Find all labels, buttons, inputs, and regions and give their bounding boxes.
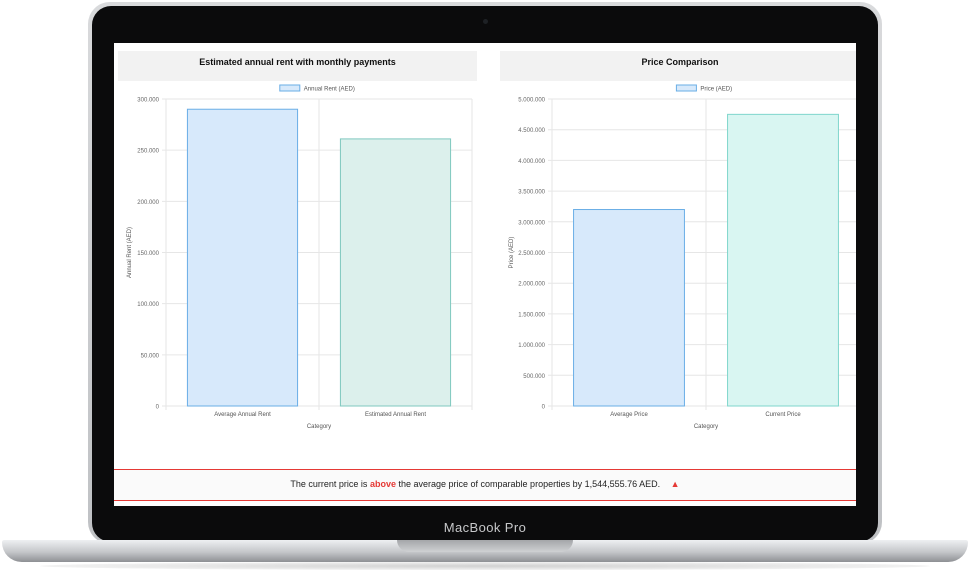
- y-tick-label: 0: [156, 405, 160, 411]
- rent-chart-title: Estimated annual rent with monthly payme…: [199, 57, 396, 67]
- y-tick-label: 3.500.000: [518, 190, 545, 196]
- x-tick-label: Average Annual Rent: [214, 412, 271, 418]
- bar: [339, 138, 452, 407]
- y-tick-label: 100.000: [137, 302, 159, 308]
- rent-chart: 0 50.000 100.000 150.000 200.000 250.000 300.0…: [127, 84, 473, 430]
- y-tick-label: 5.000.000: [518, 98, 545, 104]
- y-tick-label: 3.000.000: [518, 220, 545, 226]
- y-tick-label: 150.000: [137, 251, 159, 257]
- legend-swatch: [279, 84, 301, 92]
- rent-chart-card: Estimated annual rent with monthly payme…: [118, 51, 477, 441]
- y-tick-label: 1.500.000: [518, 312, 545, 318]
- y-tick-label: 300.000: [137, 98, 159, 104]
- camera-icon: [483, 19, 488, 24]
- laptop-notch: [397, 540, 573, 552]
- y-axis-title: Annual Rent (AED): [127, 227, 133, 278]
- y-tick-label: 250.000: [137, 149, 159, 155]
- legend-label: Price (AED): [700, 87, 732, 93]
- device-label: MacBook Pro: [443, 520, 527, 535]
- x-axis-title: Category: [694, 424, 718, 430]
- summary-prefix: The current price is: [290, 479, 368, 489]
- x-tick-label: Average Price: [610, 412, 648, 418]
- price-chart: 0 500.000 1.000.000 1.500.000 2.000.000 2.500…: [509, 84, 856, 430]
- price-summary-banner: The current price is above the average p…: [114, 469, 856, 501]
- summary-highlight: above: [369, 479, 396, 489]
- legend-label: Annual Rent (AED): [304, 87, 355, 93]
- y-tick-label: 50.000: [141, 353, 160, 359]
- price-summary-text: The current price is above the average p…: [114, 479, 856, 489]
- x-tick-label: Current Price: [765, 412, 801, 418]
- y-tick-label: 4.000.000: [518, 159, 545, 165]
- bar: [186, 108, 299, 407]
- y-tick-label: 4.500.000: [518, 128, 545, 134]
- laptop-shadow: [40, 562, 930, 570]
- y-tick-label: 0: [542, 405, 546, 411]
- laptop-screen: Estimated annual rent with monthly payme…: [114, 43, 856, 506]
- y-tick-label: 500.000: [523, 374, 545, 380]
- bar: [573, 209, 685, 407]
- price-chart-title: Price Comparison: [641, 57, 719, 67]
- x-tick-label: Estimated Annual Rent: [365, 412, 426, 418]
- price-chart-card: Price Comparison 0 500.000 1.000.000 1.500.…: [500, 51, 856, 441]
- y-tick-label: 2.000.000: [518, 282, 545, 288]
- legend-swatch: [675, 84, 697, 92]
- bar: [727, 113, 839, 407]
- y-tick-label: 1.000.000: [518, 343, 545, 349]
- price-chart-area: 0 500.000 1.000.000 1.500.000 2.000.000 2.500…: [500, 81, 856, 441]
- y-axis-title: Price (AED): [509, 237, 515, 269]
- x-axis-title: Category: [307, 424, 331, 430]
- up-triangle-icon: ▲: [670, 479, 680, 489]
- y-tick-label: 2.500.000: [518, 251, 545, 257]
- summary-suffix: the average price of comparable properti…: [398, 479, 661, 489]
- y-tick-label: 200.000: [137, 200, 159, 206]
- rent-chart-area: 0 50.000 100.000 150.000 200.000 250.000 300.0…: [118, 81, 477, 441]
